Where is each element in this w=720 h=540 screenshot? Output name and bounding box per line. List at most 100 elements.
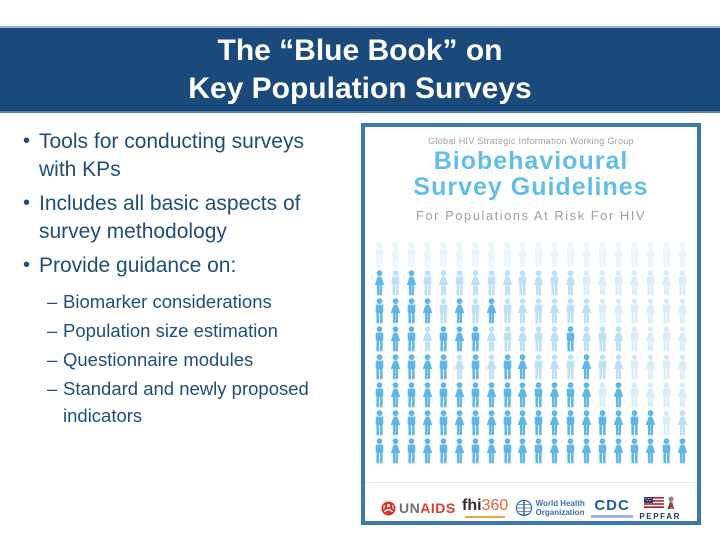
person-female-icon: [612, 326, 625, 352]
person-female-icon: [644, 242, 657, 268]
person-male-icon: [596, 410, 609, 436]
person-male-icon: [501, 326, 514, 352]
sub-bullet-line: indicators: [63, 405, 143, 426]
person-female-icon: [548, 438, 561, 464]
person-female-icon: [485, 354, 498, 380]
awareness-ribbon-icon: [667, 495, 675, 509]
person-female-icon: [453, 438, 466, 464]
person-female-icon: [596, 270, 609, 296]
person-male-icon: [532, 382, 545, 408]
person-row: [373, 242, 689, 270]
person-male-icon: [596, 298, 609, 324]
person-female-icon: [676, 242, 689, 268]
cover-kicker: Global HIV Strategic Information Working…: [428, 136, 634, 146]
logos-bar: UNAIDS fhi360 World Health Organization: [365, 491, 697, 525]
person-row: [373, 326, 689, 354]
person-female-icon: [612, 382, 625, 408]
person-male-icon: [612, 270, 625, 296]
person-female-icon: [612, 354, 625, 380]
bullet-line: with KPs: [39, 158, 121, 181]
cdc-logo: CDC: [591, 498, 634, 518]
person-male-icon: [485, 270, 498, 296]
person-male-icon: [676, 270, 689, 296]
slide-header: The “Blue Book” on Key Population Survey…: [0, 26, 720, 113]
person-female-icon: [421, 410, 434, 436]
person-female-icon: [564, 270, 577, 296]
person-female-icon: [580, 354, 593, 380]
unaids-wordmark: UNAIDS: [399, 500, 456, 516]
person-male-icon: [644, 270, 657, 296]
unaids-logo: UNAIDS: [381, 500, 456, 516]
person-male-icon: [437, 438, 450, 464]
person-female-icon: [421, 326, 434, 352]
cdc-tagline-bar: [591, 515, 634, 518]
person-male-icon: [405, 410, 418, 436]
person-male-icon: [501, 354, 514, 380]
person-male-icon: [373, 298, 386, 324]
sub-bullet-list: Biomarker considerations Population size…: [22, 288, 347, 429]
person-female-icon: [421, 354, 434, 380]
person-female-icon: [548, 410, 561, 436]
person-male-icon: [628, 242, 641, 268]
person-female-icon: [676, 354, 689, 380]
person-male-icon: [501, 410, 514, 436]
person-female-icon: [516, 382, 529, 408]
person-female-icon: [389, 410, 402, 436]
bullet-line: Provide guidance on:: [39, 254, 237, 277]
person-female-icon: [485, 382, 498, 408]
fhi360-logo: fhi360: [462, 498, 508, 518]
sub-bullet-item: Standard and newly proposed indicators: [47, 375, 347, 429]
person-female-icon: [485, 298, 498, 324]
person-male-icon: [628, 298, 641, 324]
person-female-icon: [421, 298, 434, 324]
person-female-icon: [389, 242, 402, 268]
person-female-icon: [453, 410, 466, 436]
person-female-icon: [676, 326, 689, 352]
person-row: [373, 382, 689, 410]
bullet-item: Provide guidance on:: [22, 251, 347, 280]
person-female-icon: [485, 242, 498, 268]
person-row: [373, 298, 689, 326]
person-male-icon: [373, 326, 386, 352]
person-female-icon: [644, 410, 657, 436]
person-female-icon: [644, 298, 657, 324]
person-female-icon: [548, 354, 561, 380]
person-male-icon: [437, 382, 450, 408]
person-female-icon: [580, 438, 593, 464]
person-male-icon: [405, 382, 418, 408]
person-male-icon: [660, 242, 673, 268]
person-male-icon: [596, 438, 609, 464]
fhi360-tagline-bar: [465, 516, 506, 518]
slide-title-line1: The “Blue Book” on: [217, 33, 503, 67]
person-male-icon: [373, 354, 386, 380]
person-male-icon: [564, 438, 577, 464]
sub-bullet-item: Biomarker considerations: [47, 288, 347, 315]
person-female-icon: [644, 354, 657, 380]
person-male-icon: [628, 438, 641, 464]
person-female-icon: [644, 326, 657, 352]
pepfar-logo: PEPFAR: [639, 495, 681, 521]
bullet-item: Tools for conducting surveys with KPs: [22, 127, 347, 184]
person-female-icon: [580, 382, 593, 408]
person-female-icon: [389, 298, 402, 324]
person-female-icon: [676, 410, 689, 436]
person-male-icon: [548, 270, 561, 296]
person-male-icon: [469, 438, 482, 464]
person-male-icon: [564, 410, 577, 436]
person-female-icon: [548, 326, 561, 352]
person-female-icon: [453, 326, 466, 352]
bullet-line: Tools for conducting surveys: [39, 130, 304, 153]
person-male-icon: [660, 410, 673, 436]
person-female-icon: [453, 382, 466, 408]
sub-bullet-line: Questionnaire modules: [63, 349, 254, 370]
person-female-icon: [516, 242, 529, 268]
person-female-icon: [548, 298, 561, 324]
person-female-icon: [612, 242, 625, 268]
person-male-icon: [405, 326, 418, 352]
fhi360-wordmark: fhi360: [462, 497, 509, 514]
pepfar-emblem: [644, 495, 676, 510]
person-male-icon: [596, 382, 609, 408]
person-female-icon: [676, 438, 689, 464]
person-male-icon: [469, 354, 482, 380]
person-female-icon: [612, 438, 625, 464]
